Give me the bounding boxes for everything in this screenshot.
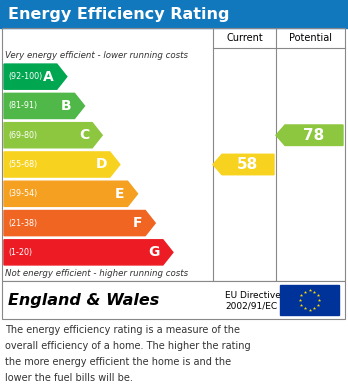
Text: D: D <box>95 158 107 172</box>
Text: F: F <box>133 216 142 230</box>
Text: (1-20): (1-20) <box>8 248 32 257</box>
Text: the more energy efficient the home is and the: the more energy efficient the home is an… <box>5 357 231 367</box>
Bar <box>2 281 345 319</box>
Text: 78: 78 <box>303 128 324 143</box>
Text: C: C <box>79 128 89 142</box>
Polygon shape <box>213 154 274 175</box>
Polygon shape <box>4 181 137 206</box>
Text: England & Wales: England & Wales <box>8 292 159 307</box>
Text: EU Directive: EU Directive <box>225 291 281 300</box>
Bar <box>0 0 348 28</box>
Bar <box>2 28 345 281</box>
Text: Energy Efficiency Rating: Energy Efficiency Rating <box>8 7 229 22</box>
Text: A: A <box>43 70 54 84</box>
Polygon shape <box>4 123 102 148</box>
Polygon shape <box>276 125 343 145</box>
Polygon shape <box>4 210 155 236</box>
Text: Potential: Potential <box>289 33 332 43</box>
Text: (92-100): (92-100) <box>8 72 42 81</box>
Text: The energy efficiency rating is a measure of the: The energy efficiency rating is a measur… <box>5 325 240 335</box>
Text: Current: Current <box>226 33 263 43</box>
Text: Very energy efficient - lower running costs: Very energy efficient - lower running co… <box>5 50 188 59</box>
Text: 58: 58 <box>237 157 258 172</box>
Text: G: G <box>149 246 160 259</box>
Text: B: B <box>61 99 72 113</box>
Polygon shape <box>4 93 85 118</box>
Text: (81-91): (81-91) <box>8 101 37 110</box>
Text: lower the fuel bills will be.: lower the fuel bills will be. <box>5 373 133 383</box>
Text: 2002/91/EC: 2002/91/EC <box>225 301 277 310</box>
Text: (21-38): (21-38) <box>8 219 37 228</box>
Text: (69-80): (69-80) <box>8 131 37 140</box>
Polygon shape <box>4 240 173 265</box>
Text: (55-68): (55-68) <box>8 160 37 169</box>
Bar <box>280 285 339 315</box>
Text: Not energy efficient - higher running costs: Not energy efficient - higher running co… <box>5 269 188 278</box>
Polygon shape <box>4 64 67 89</box>
Text: E: E <box>115 187 125 201</box>
Text: overall efficiency of a home. The higher the rating: overall efficiency of a home. The higher… <box>5 341 251 351</box>
Text: (39-54): (39-54) <box>8 189 37 198</box>
Polygon shape <box>4 152 120 177</box>
